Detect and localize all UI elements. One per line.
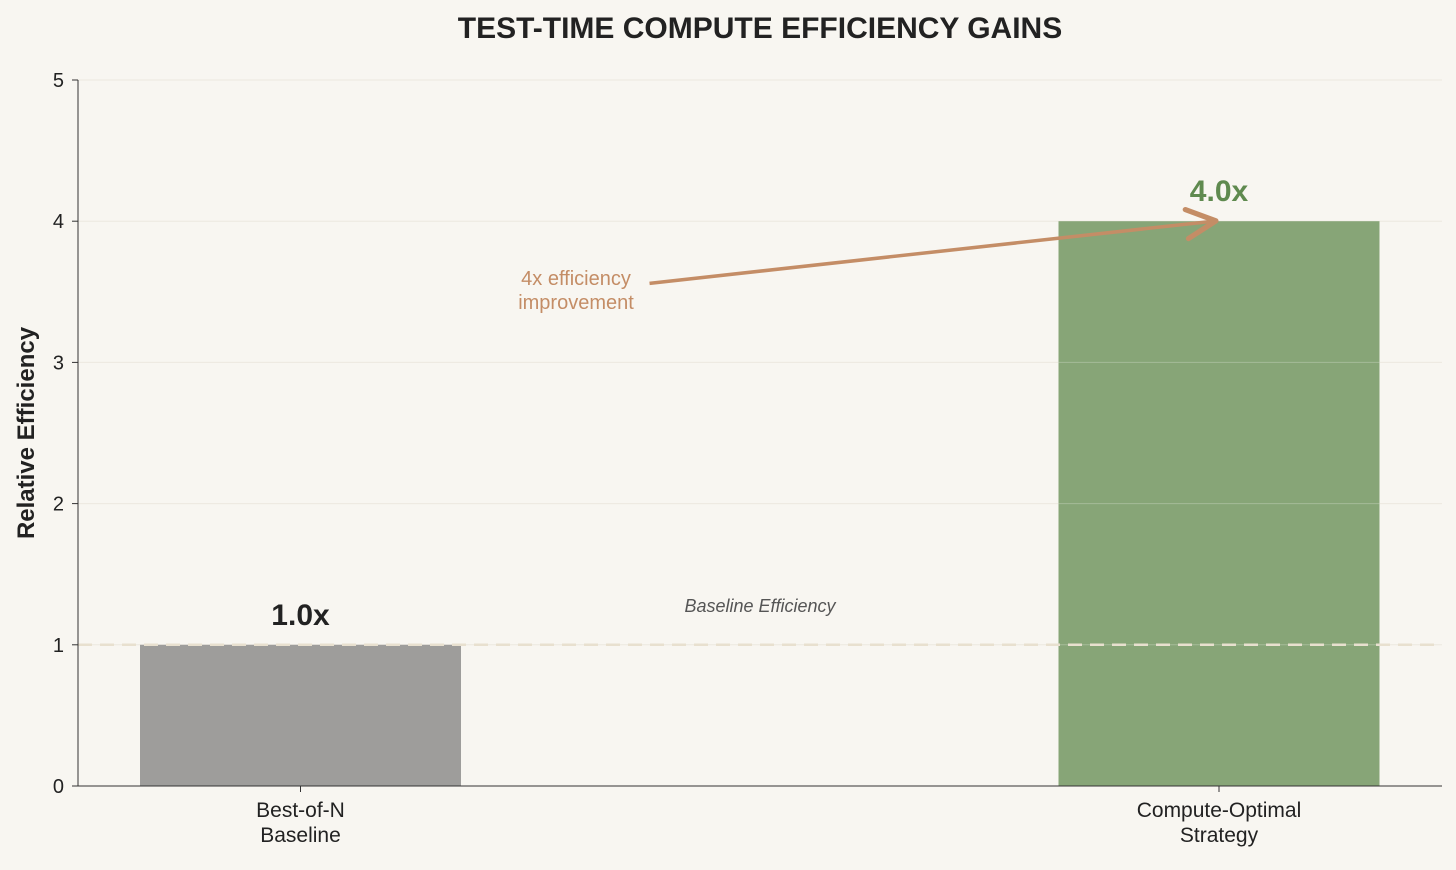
bars [140,221,1380,786]
reference-line-group: Baseline Efficiency [78,596,1442,647]
axes: 0 1 2 3 4 5 Best-of-N Baseline Compute-Optimal St… [53,70,1442,847]
value-label-1: 4.0x [1190,175,1249,208]
annotation-text: 4x efficiency improvement [518,268,634,314]
y-tick-label-4: 4 [53,211,64,233]
value-label-0: 1.0x [271,599,330,632]
y-tick-label-5: 5 [53,70,64,92]
chart-title: TEST-TIME COMPUTE EFFICIENCY GAINS [458,12,1062,45]
x-tick-label-1: Compute-Optimal Strategy [1137,799,1302,847]
annotation-group: 4x efficiency improvement [518,206,1219,314]
y-tick-label-3: 3 [53,352,64,374]
y-tick-label-2: 2 [53,494,64,516]
baseline-reference-label: Baseline Efficiency [684,596,836,616]
bar-0 [140,644,461,786]
y-axis-label: Relative Efficiency [13,326,40,539]
value-labels: 1.0x 4.0x [271,175,1248,632]
x-tick-label-0: Best-of-N Baseline [256,799,345,847]
annotation-arrow [649,206,1219,286]
y-tick-label-0: 0 [53,776,64,798]
bar-1 [1058,221,1380,786]
y-tick-label-1: 1 [53,635,64,657]
